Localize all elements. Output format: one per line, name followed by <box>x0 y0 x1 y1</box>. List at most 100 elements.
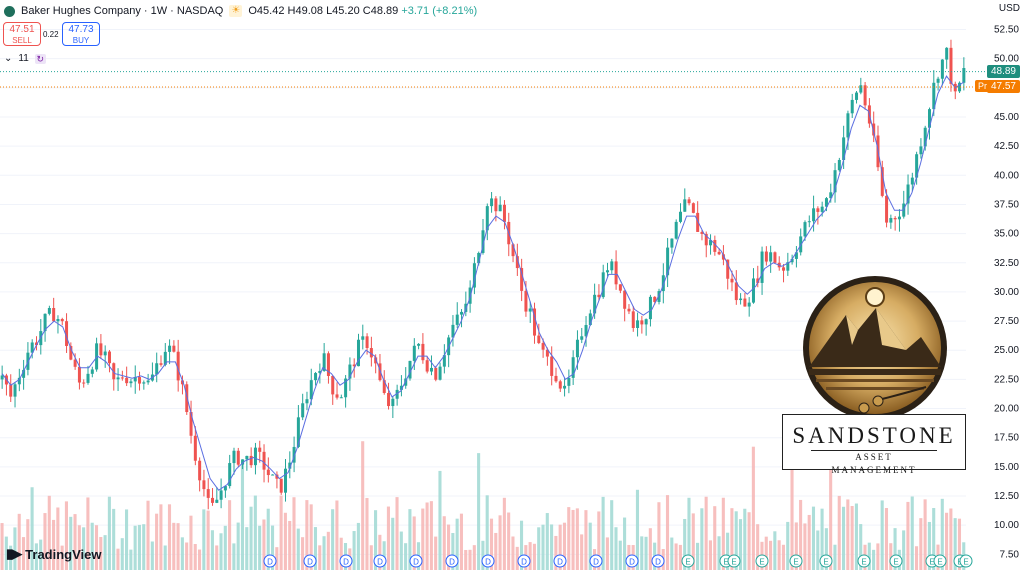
marker-label: D <box>593 558 599 567</box>
candle-body <box>704 233 708 246</box>
candle-body <box>404 378 408 386</box>
sell-label: SELL <box>12 36 32 45</box>
candle-body <box>378 363 382 381</box>
candle <box>610 258 614 274</box>
refresh-icon[interactable]: ↻ <box>34 53 46 64</box>
candle-body <box>202 480 206 490</box>
candle-body <box>326 353 330 376</box>
candle-body <box>524 290 528 312</box>
candle <box>442 344 446 374</box>
candle <box>709 234 713 255</box>
candle-body <box>56 319 60 322</box>
candle-body <box>206 489 210 498</box>
candle-body <box>219 490 223 500</box>
volume-bar <box>867 542 871 570</box>
candle <box>541 338 545 358</box>
candle <box>683 188 687 212</box>
candle <box>855 90 859 104</box>
candle-body <box>99 343 103 356</box>
marker-circle <box>959 554 973 568</box>
candle <box>301 393 305 421</box>
volume-bar <box>541 524 545 570</box>
spread-value: 0.22 <box>43 30 59 39</box>
candle <box>472 257 476 295</box>
candle-body <box>189 412 193 436</box>
candle-body <box>498 204 502 212</box>
candle <box>339 394 343 399</box>
volume-bar <box>618 540 622 570</box>
volume-bar <box>202 509 206 570</box>
indicators-toggle[interactable]: ⌄ 11 ↻ <box>4 53 46 64</box>
market-status-sun-icon[interactable]: ☀ <box>229 5 243 17</box>
volume-bar <box>150 541 154 570</box>
candle <box>90 366 94 378</box>
last-price-tag: 48.89 <box>986 64 1020 78</box>
volume-bar <box>142 524 146 570</box>
volume-bar <box>833 544 837 570</box>
volume-bar <box>588 522 592 570</box>
marker-circle <box>373 554 387 568</box>
price-tick-label: 30.00 <box>994 287 1019 298</box>
candle-body <box>211 497 215 503</box>
candle <box>915 151 919 185</box>
candle <box>906 174 910 215</box>
volume-bar <box>730 508 734 570</box>
marker-circle <box>445 554 459 568</box>
volume-bar <box>240 464 245 570</box>
candle-body <box>734 282 738 301</box>
symbol-title[interactable]: Baker Hughes Company · 1W · NASDAQ <box>21 5 224 17</box>
candle-body <box>928 109 932 128</box>
candle <box>567 369 571 394</box>
candle-body <box>163 351 167 365</box>
candle <box>962 57 966 91</box>
currency-selector[interactable]: USD <box>998 3 1020 14</box>
candle <box>60 317 64 326</box>
volume-bar <box>799 499 803 570</box>
candle <box>623 290 627 322</box>
candle <box>799 228 803 256</box>
candle <box>447 334 451 368</box>
candle-body <box>309 380 313 400</box>
candle-body <box>554 375 558 382</box>
volume-bar <box>923 499 927 570</box>
volume-bar <box>331 509 335 570</box>
volume-bar <box>932 508 936 570</box>
price-tick-label: 22.50 <box>994 374 1019 385</box>
candle-body <box>223 486 227 491</box>
candle <box>485 203 489 241</box>
tradingview-watermark[interactable]: ▮▶ TradingView <box>6 546 102 562</box>
volume-bar <box>21 537 26 570</box>
candle-body <box>425 360 429 372</box>
marker-circle <box>589 554 603 568</box>
volume-bar <box>665 495 670 570</box>
volume-bar <box>537 527 541 570</box>
volume-bar <box>361 441 365 570</box>
candle <box>0 365 4 389</box>
marker-circle <box>819 554 833 568</box>
volume-bar <box>163 545 167 570</box>
chevron-down-icon[interactable]: ⌄ <box>4 53 13 64</box>
candle-body <box>9 384 13 397</box>
price-tick-label: 27.50 <box>994 316 1019 327</box>
candle-body <box>824 198 828 207</box>
sell-button[interactable]: 47.51 SELL <box>3 22 41 46</box>
candle-body <box>382 380 386 393</box>
candle <box>292 436 296 473</box>
volume-bar <box>395 497 399 570</box>
marker-label: D <box>655 558 661 567</box>
candle-body <box>296 417 300 447</box>
brand-subtitle: ASSET MANAGEMENT <box>811 450 937 477</box>
volume-bar <box>902 530 906 570</box>
candle-body <box>515 256 519 269</box>
candle <box>880 160 884 198</box>
candle <box>902 190 906 219</box>
candle <box>550 346 554 386</box>
candle-body <box>678 211 682 222</box>
buy-button[interactable]: 47.73 BUY <box>62 22 100 46</box>
volume-bar <box>940 498 944 570</box>
price-axis[interactable]: 7.50 10.00 12.50 15.00 17.50 20.00 22.50 25.00 2… <box>994 24 1019 560</box>
candle-body <box>855 92 859 100</box>
marker-label: D <box>267 558 273 567</box>
volume-bar <box>605 537 609 570</box>
